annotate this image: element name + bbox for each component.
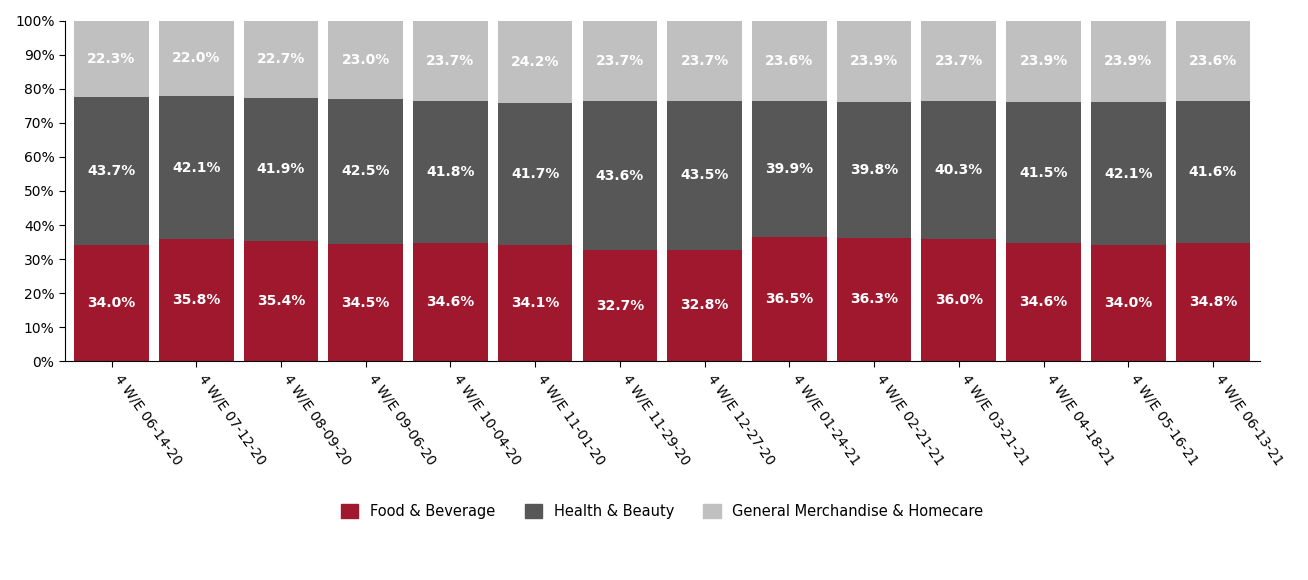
Text: 23.0%: 23.0% — [341, 53, 390, 67]
Text: 41.6%: 41.6% — [1189, 165, 1237, 179]
Text: 23.7%: 23.7% — [595, 54, 644, 68]
Text: 36.3%: 36.3% — [850, 292, 899, 306]
Bar — [1006, 20, 1080, 102]
Bar — [922, 20, 997, 101]
Bar — [1091, 102, 1165, 245]
Text: 36.5%: 36.5% — [765, 292, 814, 306]
Text: 40.3%: 40.3% — [935, 163, 982, 177]
Bar — [498, 245, 573, 361]
Bar — [413, 244, 488, 361]
Text: 23.6%: 23.6% — [1189, 54, 1237, 68]
Text: 43.5%: 43.5% — [680, 168, 729, 182]
Text: 42.1%: 42.1% — [1104, 166, 1152, 181]
Bar — [752, 20, 827, 101]
Bar — [1176, 242, 1250, 361]
Text: 22.3%: 22.3% — [88, 52, 136, 66]
Bar — [837, 20, 912, 102]
Text: 34.5%: 34.5% — [341, 296, 390, 310]
Bar — [1176, 20, 1250, 101]
Bar — [160, 240, 234, 361]
Bar — [1176, 101, 1250, 242]
Text: 39.9%: 39.9% — [765, 162, 814, 176]
Text: 42.5%: 42.5% — [341, 164, 390, 178]
Bar — [752, 237, 827, 361]
Text: 32.8%: 32.8% — [680, 299, 729, 313]
Text: 34.6%: 34.6% — [1019, 295, 1067, 309]
Text: 41.7%: 41.7% — [511, 167, 560, 181]
Text: 34.6%: 34.6% — [426, 295, 475, 309]
Bar — [667, 20, 742, 101]
Bar — [667, 249, 742, 361]
Bar — [160, 21, 234, 96]
Text: 34.0%: 34.0% — [88, 296, 136, 310]
Text: 22.0%: 22.0% — [173, 52, 221, 66]
Text: 41.8%: 41.8% — [426, 165, 475, 179]
Bar — [328, 244, 403, 361]
Text: 43.6%: 43.6% — [595, 169, 644, 183]
Text: 41.9%: 41.9% — [256, 162, 305, 176]
Bar — [243, 20, 318, 98]
Text: 34.0%: 34.0% — [1104, 296, 1152, 310]
Bar — [837, 102, 912, 238]
Bar — [582, 102, 657, 250]
Text: 23.9%: 23.9% — [1019, 54, 1067, 68]
Text: 35.8%: 35.8% — [173, 293, 221, 307]
Bar — [328, 99, 403, 244]
Text: 32.7%: 32.7% — [595, 299, 644, 313]
Text: 23.6%: 23.6% — [765, 54, 814, 68]
Text: 36.0%: 36.0% — [935, 293, 982, 307]
Bar — [498, 103, 573, 245]
Text: 42.1%: 42.1% — [171, 161, 221, 175]
Text: 23.9%: 23.9% — [1104, 54, 1152, 68]
Bar — [75, 245, 149, 361]
Bar — [413, 20, 488, 101]
Bar — [922, 238, 997, 361]
Bar — [160, 96, 234, 240]
Bar — [1091, 20, 1165, 102]
Bar — [1006, 244, 1080, 361]
Text: 34.1%: 34.1% — [511, 296, 560, 310]
Bar — [75, 96, 149, 245]
Text: 23.7%: 23.7% — [935, 54, 982, 68]
Bar — [1006, 102, 1080, 244]
Bar — [667, 102, 742, 249]
Bar — [413, 101, 488, 244]
Text: 24.2%: 24.2% — [511, 55, 560, 69]
Bar — [1091, 245, 1165, 361]
Text: 23.7%: 23.7% — [426, 53, 475, 67]
Text: 35.4%: 35.4% — [256, 294, 305, 308]
Text: 23.9%: 23.9% — [850, 54, 899, 68]
Bar — [837, 238, 912, 361]
Text: 39.8%: 39.8% — [850, 163, 899, 177]
Bar — [752, 101, 827, 237]
Text: 34.8%: 34.8% — [1189, 295, 1237, 309]
Legend: Food & Beverage, Health & Beauty, General Merchandise & Homecare: Food & Beverage, Health & Beauty, Genera… — [335, 498, 989, 525]
Text: 41.5%: 41.5% — [1019, 166, 1067, 180]
Text: 23.7%: 23.7% — [680, 54, 729, 68]
Bar — [582, 20, 657, 101]
Bar — [922, 102, 997, 238]
Bar — [328, 20, 403, 99]
Bar — [498, 20, 573, 103]
Bar — [243, 98, 318, 241]
Bar — [75, 20, 149, 96]
Text: 43.7%: 43.7% — [88, 164, 136, 178]
Bar — [243, 241, 318, 361]
Bar — [582, 250, 657, 361]
Text: 22.7%: 22.7% — [256, 52, 305, 66]
